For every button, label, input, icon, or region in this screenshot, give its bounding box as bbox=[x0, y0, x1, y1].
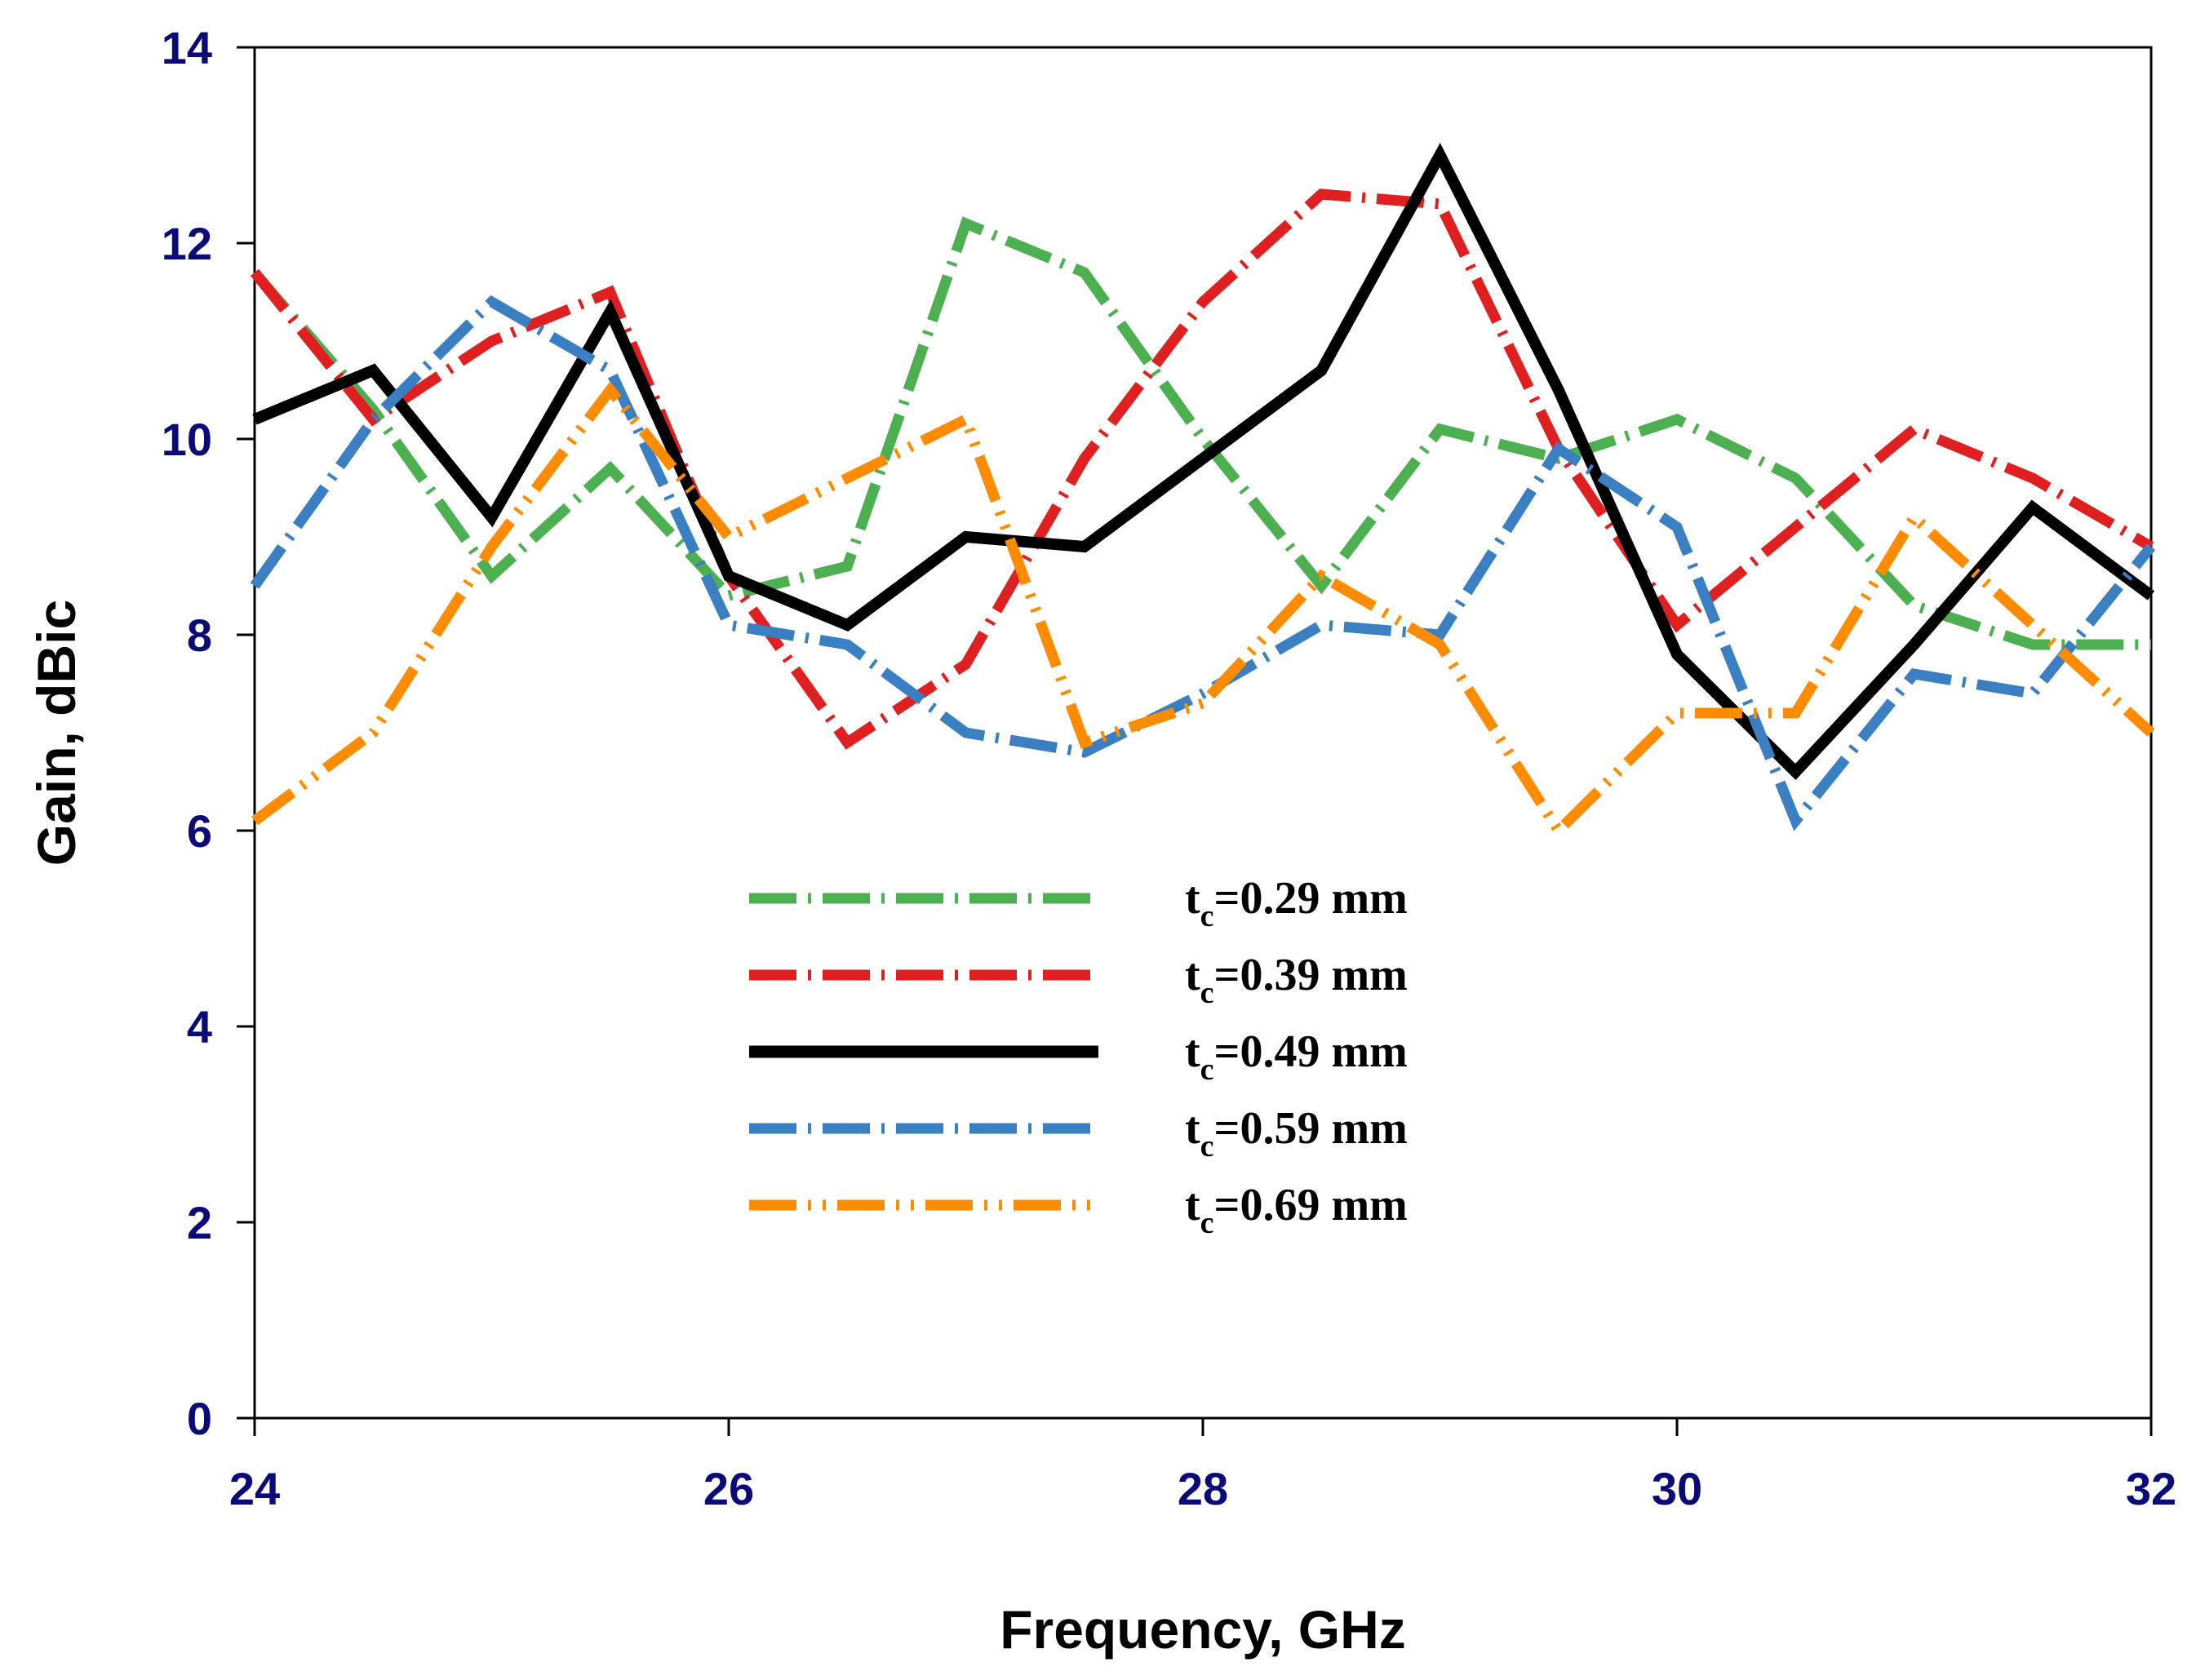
y-tick-label: 8 bbox=[187, 609, 212, 661]
x-tick-label: 26 bbox=[703, 1463, 754, 1514]
y-tick-label: 4 bbox=[187, 1001, 212, 1053]
legend-label-4: tc=0.59 mm bbox=[1185, 1103, 1408, 1164]
series-line-4 bbox=[250, 295, 2156, 831]
y-tick-label: 14 bbox=[162, 22, 212, 73]
y-tick-label: 10 bbox=[162, 414, 212, 465]
x-tick-label: 24 bbox=[229, 1463, 280, 1514]
y-tick-label: 6 bbox=[187, 805, 212, 857]
x-axis-ticks: 24 26 28 30 32 bbox=[229, 1418, 2176, 1514]
legend: tc=0.29 mm tc=0.39 mm tc=0.49 mm tc=0.59 mm… bbox=[749, 873, 1408, 1240]
y-tick-label: 0 bbox=[187, 1393, 212, 1444]
series-line-1 bbox=[251, 216, 2151, 650]
legend-label-3: tc=0.49 mm bbox=[1185, 1026, 1408, 1087]
series-layer bbox=[250, 142, 2156, 840]
y-tick-label: 12 bbox=[162, 218, 212, 269]
legend-label-1: tc=0.29 mm bbox=[1185, 873, 1408, 933]
series-line-5 bbox=[251, 381, 2155, 840]
y-tick-label: 2 bbox=[187, 1197, 212, 1248]
x-tick-label: 30 bbox=[1652, 1463, 1702, 1514]
series-line-2 bbox=[250, 188, 2154, 750]
y-axis-title: Gain, dBic bbox=[26, 600, 87, 866]
series-line-3 bbox=[252, 142, 2155, 781]
legend-label-2: tc=0.39 mm bbox=[1185, 950, 1408, 1010]
y-axis-ticks: 0 2 4 6 8 10 12 14 bbox=[162, 22, 255, 1444]
legend-label-5: tc=0.69 mm bbox=[1185, 1180, 1408, 1240]
x-tick-label: 32 bbox=[2126, 1463, 2176, 1514]
x-axis-title: Frequency, GHz bbox=[1000, 1599, 1406, 1660]
x-tick-label: 28 bbox=[1178, 1463, 1228, 1514]
